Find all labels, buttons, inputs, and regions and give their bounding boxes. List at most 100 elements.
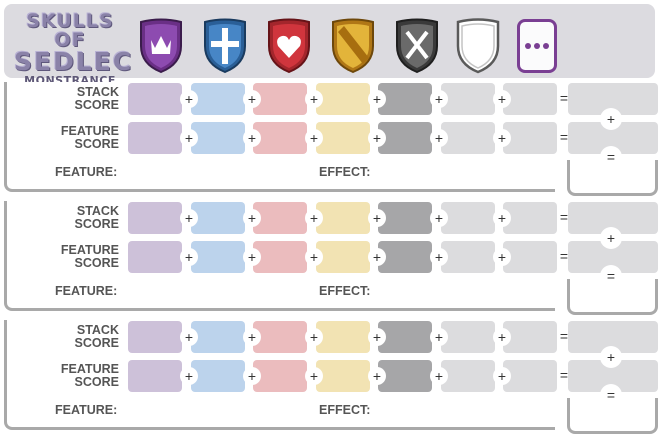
plus-sign: +: [180, 209, 198, 227]
score-cell-yellow[interactable]: [316, 360, 370, 392]
effect-label: EFFECT:: [319, 284, 371, 298]
score-cell-purple[interactable]: [128, 241, 182, 273]
feature-label: FEATURE:: [55, 165, 118, 179]
score-cell-blue[interactable]: [191, 122, 245, 154]
cross-shield-icon: [204, 18, 246, 74]
score-cell-purple[interactable]: [128, 83, 182, 115]
total-equals-sign: =: [600, 146, 622, 168]
bend-shield-icon: [332, 18, 374, 74]
plus-sign: +: [243, 209, 261, 227]
plus-sign: +: [305, 367, 323, 385]
plus-sign: +: [493, 90, 511, 108]
feature-score-label: FEATURE SCORE: [34, 125, 119, 151]
total-plus-sign: +: [600, 108, 622, 130]
score-cell-blue[interactable]: [191, 241, 245, 273]
plus-sign: +: [430, 367, 448, 385]
score-cell-red[interactable]: [253, 83, 307, 115]
score-cell-light[interactable]: [441, 122, 495, 154]
label-line: SCORE: [74, 256, 119, 270]
score-cell-yellow[interactable]: [316, 321, 370, 353]
stack-score-label: STACK SCORE: [34, 86, 119, 112]
total-plus-sign: +: [600, 346, 622, 368]
equals-sign: =: [559, 90, 569, 106]
dot-icon: [543, 43, 549, 49]
plus-sign: +: [180, 328, 198, 346]
plus-sign: +: [493, 367, 511, 385]
score-cell-yellow[interactable]: [316, 202, 370, 234]
equals-sign: =: [559, 367, 569, 383]
score-cell-light2[interactable]: [503, 241, 557, 273]
plus-sign: +: [180, 129, 198, 147]
score-cell-gray[interactable]: [378, 360, 432, 392]
score-section: STACK SCORE + + + + + + = FEATURE SCORE + + + + + + = + = FE…: [4, 201, 658, 315]
plus-sign: +: [180, 367, 198, 385]
score-cell-blue[interactable]: [191, 321, 245, 353]
plus-sign: +: [243, 367, 261, 385]
feature-score-label: FEATURE SCORE: [34, 363, 119, 389]
score-cell-gray[interactable]: [378, 321, 432, 353]
score-cell-light2[interactable]: [503, 202, 557, 234]
equals-sign: =: [559, 248, 569, 264]
blank-shield-icon: [456, 18, 500, 74]
label-line: FEATURE: [60, 362, 119, 376]
logo: SKULLS OF SEDLEC MONSTRANCE: [14, 10, 134, 88]
plus-sign: +: [368, 248, 386, 266]
score-cell-gray[interactable]: [378, 83, 432, 115]
score-cell-light[interactable]: [441, 360, 495, 392]
plus-sign: +: [305, 248, 323, 266]
score-cell-light2[interactable]: [503, 83, 557, 115]
score-cell-light[interactable]: [441, 321, 495, 353]
score-section: STACK SCORE + + + + + + = FEATURE SCORE + + + + + + = + = FE…: [4, 320, 658, 434]
label-line: SCORE: [74, 137, 119, 151]
score-cell-yellow[interactable]: [316, 122, 370, 154]
score-cell-purple[interactable]: [128, 122, 182, 154]
total-equals-sign: =: [600, 265, 622, 287]
score-cell-light[interactable]: [441, 202, 495, 234]
label-line: SCORE: [74, 98, 119, 112]
label-line: SCORE: [74, 336, 119, 350]
score-cell-light[interactable]: [441, 83, 495, 115]
plus-sign: +: [243, 248, 261, 266]
score-cell-yellow[interactable]: [316, 241, 370, 273]
effect-label: EFFECT:: [319, 403, 371, 417]
score-cell-gray[interactable]: [378, 202, 432, 234]
score-cell-purple[interactable]: [128, 202, 182, 234]
plus-sign: +: [243, 328, 261, 346]
score-cell-blue[interactable]: [191, 83, 245, 115]
score-cell-blue[interactable]: [191, 202, 245, 234]
header-bar: SKULLS OF SEDLEC MONSTRANCE: [4, 4, 655, 88]
feature-label: FEATURE:: [55, 284, 118, 298]
logo-line2: SEDLEC: [14, 47, 134, 76]
score-cell-yellow[interactable]: [316, 83, 370, 115]
score-cell-purple[interactable]: [128, 321, 182, 353]
plus-sign: +: [430, 248, 448, 266]
score-cell-gray[interactable]: [378, 241, 432, 273]
score-section: STACK SCORE + + + + + + = FEATURE SCORE + + + + + + = + = FE…: [4, 82, 658, 196]
dot-icon: [525, 43, 531, 49]
total-box: [567, 398, 658, 434]
label-line: SCORE: [74, 217, 119, 231]
plus-sign: +: [368, 367, 386, 385]
score-cell-red[interactable]: [253, 321, 307, 353]
score-cell-red[interactable]: [253, 122, 307, 154]
score-cell-purple[interactable]: [128, 360, 182, 392]
more-card-icon: [517, 19, 557, 73]
plus-sign: +: [430, 129, 448, 147]
score-cell-red[interactable]: [253, 360, 307, 392]
heart-shield-icon: [268, 18, 310, 74]
plus-sign: +: [493, 209, 511, 227]
score-cell-red[interactable]: [253, 241, 307, 273]
feature-score-label: FEATURE SCORE: [34, 244, 119, 270]
plus-sign: +: [243, 129, 261, 147]
score-cell-blue[interactable]: [191, 360, 245, 392]
logo-line1: SKULLS OF: [26, 10, 114, 51]
score-cell-light2[interactable]: [503, 122, 557, 154]
effect-label: EFFECT:: [319, 165, 371, 179]
score-cell-light2[interactable]: [503, 321, 557, 353]
score-cell-gray[interactable]: [378, 122, 432, 154]
score-cell-light[interactable]: [441, 241, 495, 273]
plus-sign: +: [305, 209, 323, 227]
score-cell-light2[interactable]: [503, 360, 557, 392]
score-cell-red[interactable]: [253, 202, 307, 234]
crown-shield-icon: [140, 18, 182, 74]
